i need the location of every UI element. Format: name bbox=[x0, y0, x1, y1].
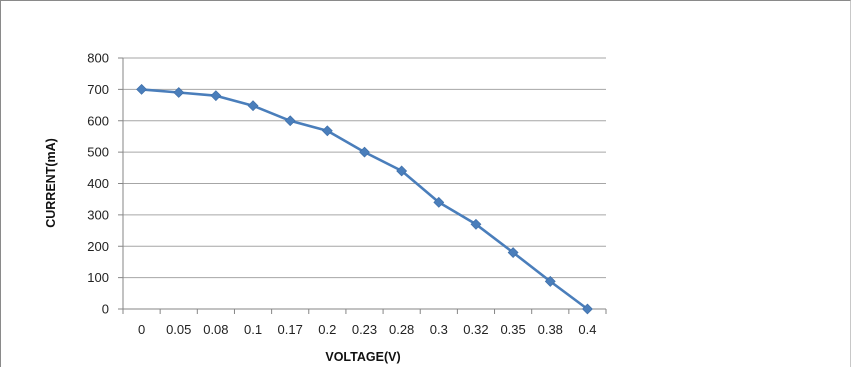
y-axis-title: CURRENT(mA) bbox=[44, 138, 58, 228]
x-tick-label-11: 0.38 bbox=[538, 322, 563, 337]
data-point-4 bbox=[284, 115, 296, 127]
data-point-3 bbox=[247, 100, 259, 112]
data-point-9 bbox=[470, 218, 482, 230]
x-tick-label-5: 0.2 bbox=[318, 322, 336, 337]
x-tick-label-3: 0.1 bbox=[244, 322, 262, 337]
series-line-0 bbox=[140, 88, 589, 311]
y-tick-label-200: 200 bbox=[87, 239, 109, 254]
y-tick-labels: 0 100 200 300 400 500 600 700 800 bbox=[87, 51, 109, 317]
x-tick-label-9: 0.32 bbox=[463, 322, 488, 337]
data-point-12 bbox=[581, 303, 593, 315]
y-tick-label-700: 700 bbox=[87, 82, 109, 97]
y-tick-label-500: 500 bbox=[87, 145, 109, 160]
y-tick-label-400: 400 bbox=[87, 176, 109, 191]
x-tick-label-0: 0 bbox=[138, 322, 145, 337]
x-tick-label-1: 0.05 bbox=[166, 322, 191, 337]
y-tick-label-100: 100 bbox=[87, 270, 109, 285]
x-tick-labels: 0 0.05 0.08 0.1 0.17 0.2 0.23 0.28 0.3 0.32 0.35 0.… bbox=[138, 322, 597, 337]
data-point-8 bbox=[433, 196, 445, 208]
data-point-0 bbox=[136, 83, 148, 95]
y-tick-label-0: 0 bbox=[102, 302, 109, 317]
x-tick-label-8: 0.3 bbox=[430, 322, 448, 337]
axes bbox=[118, 57, 607, 314]
data-point-7 bbox=[396, 165, 408, 177]
x-tick-label-12: 0.4 bbox=[578, 322, 596, 337]
y-tick-label-300: 300 bbox=[87, 207, 109, 222]
gridlines bbox=[123, 57, 606, 279]
x-tick-label-6: 0.23 bbox=[352, 322, 377, 337]
data-point-1 bbox=[173, 87, 185, 98]
y-tick-label-600: 600 bbox=[87, 113, 109, 128]
x-tick-label-7: 0.28 bbox=[389, 322, 414, 337]
x-axis-title: VOLTAGE(V) bbox=[325, 350, 400, 364]
x-tick-label-10: 0.35 bbox=[500, 322, 525, 337]
data-point-2 bbox=[210, 90, 222, 102]
x-tick-label-4: 0.17 bbox=[278, 322, 303, 337]
x-tick-label-2: 0.08 bbox=[203, 322, 228, 337]
data-point-11 bbox=[544, 275, 556, 287]
data-point-10 bbox=[507, 247, 519, 258]
series-layer bbox=[136, 83, 593, 315]
data-point-5 bbox=[321, 125, 333, 137]
y-tick-label-800: 800 bbox=[87, 51, 109, 66]
data-point-6 bbox=[359, 146, 370, 158]
